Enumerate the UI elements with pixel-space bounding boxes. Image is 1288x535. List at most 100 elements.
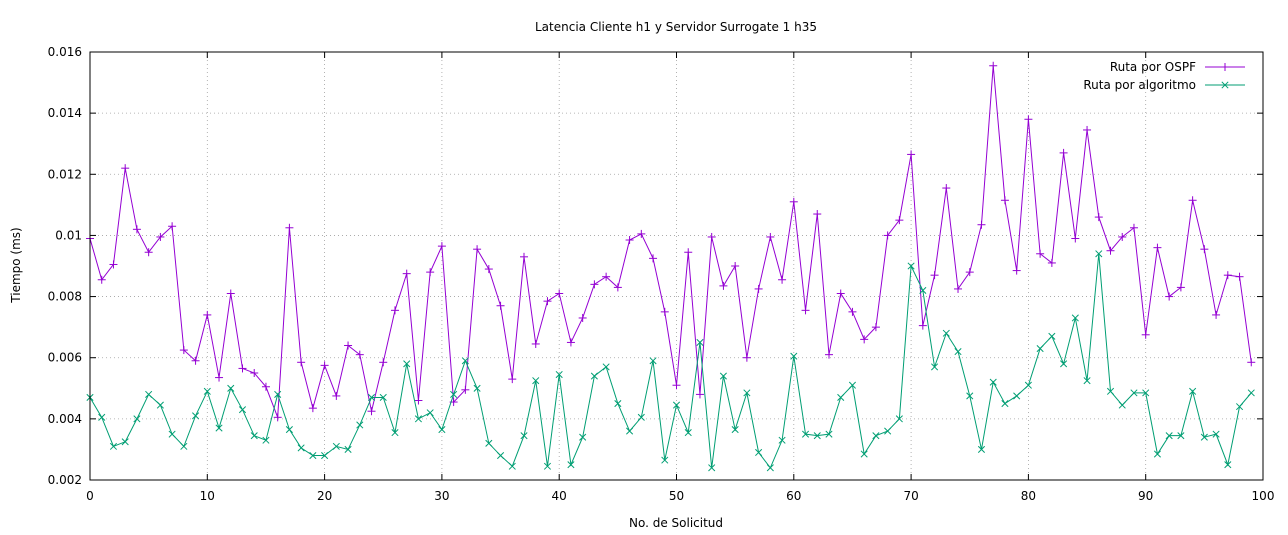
data-point [778,275,787,284]
data-point [180,442,188,450]
data-point [590,280,599,289]
series-lines [86,61,1256,472]
data-point [414,415,422,423]
data-point [1071,234,1080,243]
data-point [637,229,646,238]
data-point [1083,377,1091,385]
data-point [344,341,353,350]
data-point [367,407,376,416]
legend: Ruta por OSPF Ruta por algoritmo [1083,60,1245,92]
data-point [437,242,446,251]
data-point [1153,243,1162,252]
data-point [672,401,681,409]
data-point [285,223,294,232]
data-point [801,430,810,438]
data-point [426,409,434,417]
data-point [461,385,470,394]
data-point [438,426,446,434]
data-point [520,252,529,261]
data-point [696,338,704,346]
x-tick-label: 40 [552,489,567,503]
data-point [931,363,939,371]
x-tick-label: 80 [1021,489,1036,503]
data-point [1188,196,1197,205]
axis-ticks: 0 10 20 30 40 50 60 70 80 90 100 0.002 0.004 0.006 0.0… [48,45,1275,503]
data-point [930,271,939,280]
data-point [344,445,352,453]
data-point [98,413,106,421]
data-point [273,413,282,422]
data-point [637,413,645,421]
data-point [1047,258,1056,267]
data-point [824,350,833,359]
data-point [238,364,247,373]
data-point [531,339,540,348]
data-point [602,363,610,371]
data-point [1036,249,1045,258]
data-point [496,451,505,460]
x-tick-label: 60 [786,489,801,503]
data-point [649,357,657,365]
legend-label: Ruta por OSPF [1110,60,1196,74]
data-point [1118,401,1126,409]
data-point [508,462,516,470]
data-point [1130,389,1138,397]
data-point [907,262,915,270]
data-point [1200,433,1208,441]
data-point [954,348,962,356]
data-point [1223,271,1232,280]
data-point [837,393,845,402]
data-point [473,245,482,254]
data-point [297,444,305,452]
data-point [192,412,200,420]
data-point [1012,266,1021,275]
data-point [1036,344,1044,353]
data-point [825,430,833,438]
data-point [1221,81,1229,89]
data-point [168,222,177,231]
data-point [1071,314,1079,322]
plot-frame [89,51,1264,481]
data-point [989,61,998,70]
y-tick-label: 0.004 [48,412,82,426]
data-point [1024,381,1032,389]
data-point [602,272,611,281]
data-point [1000,196,1009,205]
x-tick-label: 90 [1138,489,1153,503]
data-point [1247,389,1255,397]
series-line [89,253,1252,469]
data-point [285,426,293,434]
series-line [89,65,1252,418]
data-point [567,461,575,469]
y-tick-label: 0.01 [55,228,82,242]
data-point [1189,387,1197,395]
data-point [918,321,927,330]
data-point [731,426,739,434]
data-point [121,438,129,446]
data-point [133,415,141,423]
data-point [614,400,622,408]
data-point [508,375,517,384]
y-tick-label: 0.012 [48,167,82,181]
data-point [403,360,411,368]
data-point [755,448,763,457]
data-point [754,284,763,293]
data-point [942,184,951,193]
data-point [660,307,669,316]
data-point [179,346,188,355]
data-point [661,456,669,464]
data-point [766,464,774,472]
data-point [473,384,481,392]
data-point [1118,232,1127,241]
data-point [226,289,235,298]
y-tick-label: 0.016 [48,45,82,59]
data-point [695,390,704,399]
data-point [1153,450,1161,458]
data-point [496,301,505,310]
data-point [215,424,223,432]
data-point [742,353,751,362]
data-point [778,436,786,444]
data-point [684,429,692,437]
data-point [1165,292,1174,301]
x-tick-label: 50 [669,489,684,503]
